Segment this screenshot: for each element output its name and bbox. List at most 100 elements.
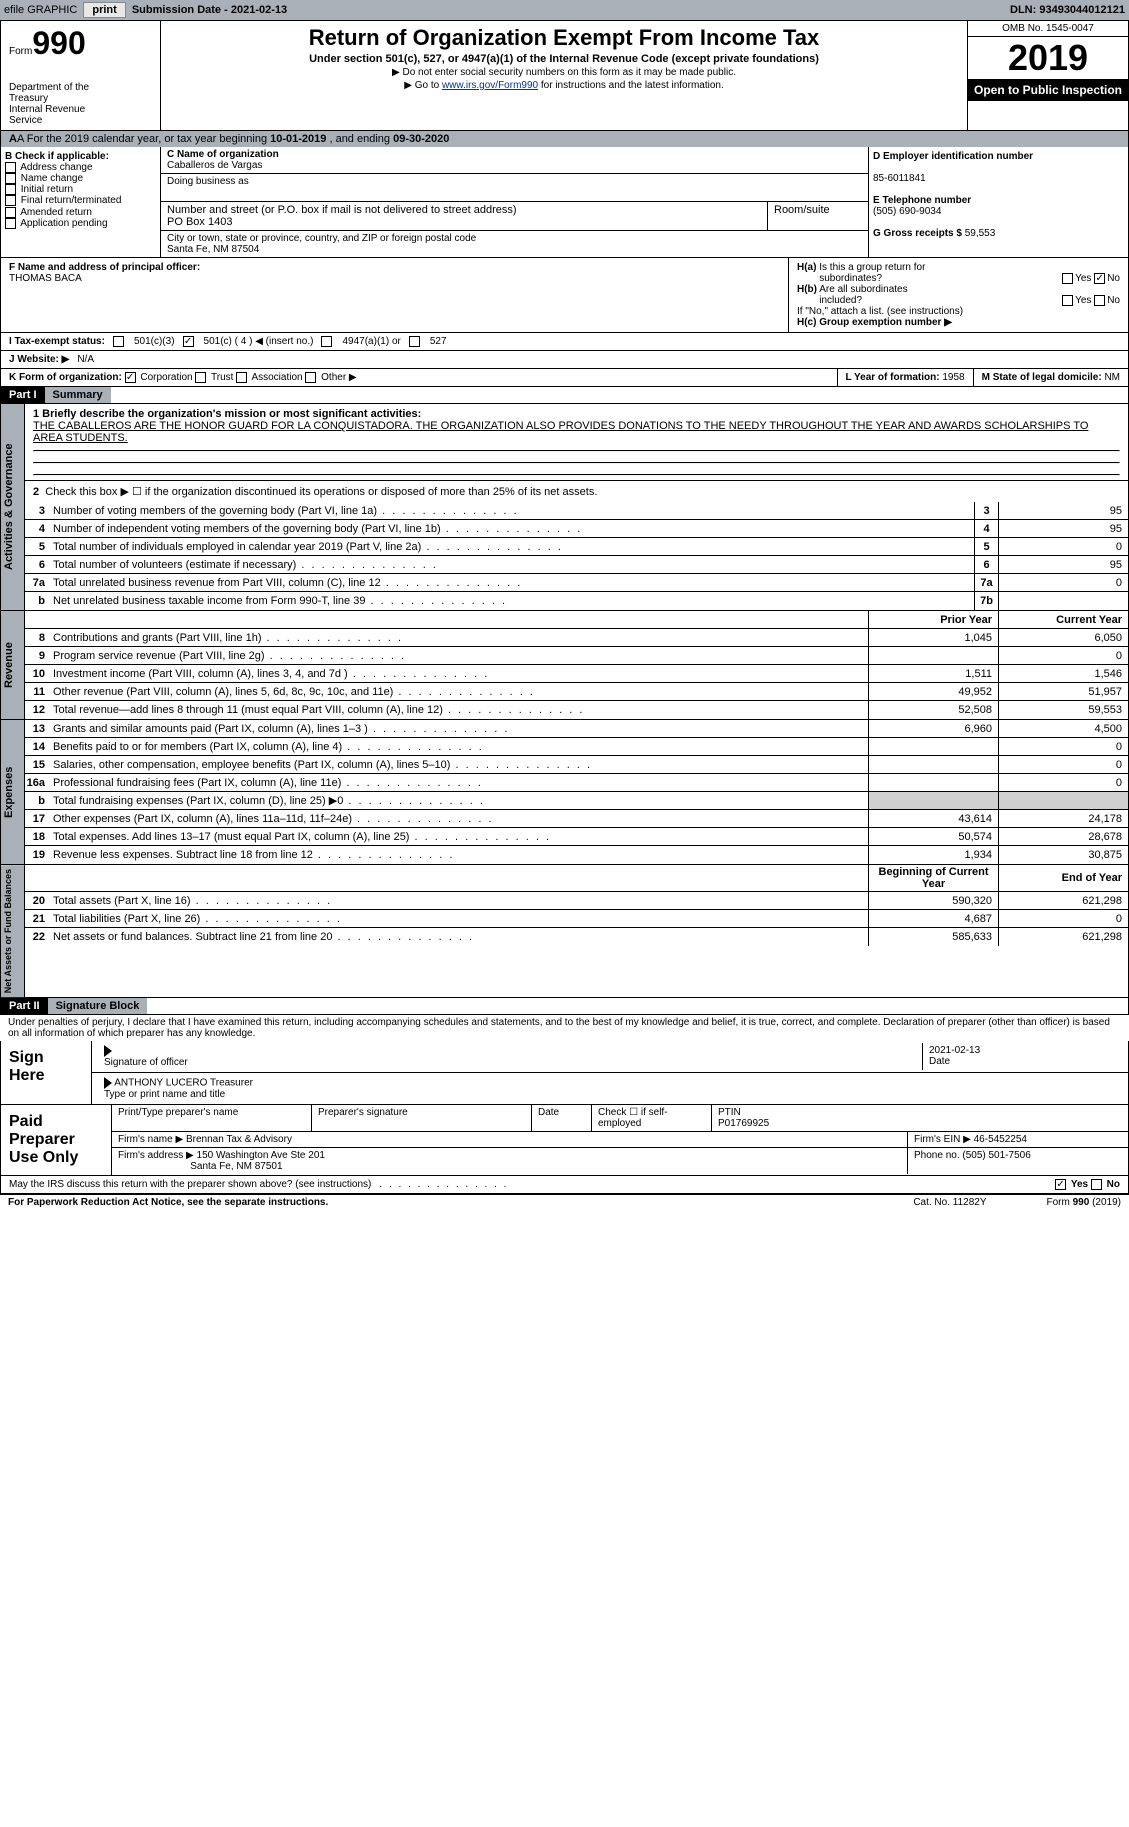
- preparer-label: Paid Preparer Use Only: [1, 1105, 111, 1175]
- section-i: I Tax-exempt status: 501(c)(3) 501(c) ( …: [0, 333, 1129, 351]
- section-k-l-m: K Form of organization: Corporation Trus…: [0, 369, 1129, 387]
- officer-name-title: ANTHONY LUCERO Treasurer: [114, 1078, 253, 1089]
- line-text: Total assets (Part X, line 16): [49, 894, 868, 908]
- section-f-h: F Name and address of principal officer:…: [0, 258, 1129, 333]
- line-text: Total number of volunteers (estimate if …: [49, 558, 974, 572]
- open-inspection: Open to Public Inspection: [968, 79, 1128, 101]
- line-text: Total liabilities (Part X, line 26): [49, 912, 868, 926]
- prior-value: 590,320: [868, 892, 998, 909]
- ein-value: 85-6011841: [873, 173, 926, 184]
- line-text: Total fundraising expenses (Part IX, col…: [49, 793, 868, 808]
- gross-receipts: 59,553: [965, 228, 996, 239]
- submission-label: Submission Date - 2021-02-13: [132, 4, 287, 16]
- checkbox[interactable]: [5, 184, 16, 195]
- prior-value: 6,960: [868, 720, 998, 737]
- line-text: Revenue less expenses. Subtract line 18 …: [49, 848, 868, 862]
- current-value: 0: [998, 738, 1128, 755]
- sign-here-label: Sign Here: [1, 1041, 91, 1104]
- vtab-governance: Activities & Governance: [1, 404, 25, 610]
- topbar: efile GRAPHIC print Submission Date - 20…: [0, 0, 1129, 20]
- officer-name: THOMAS BACA: [9, 273, 82, 284]
- col-end: End of Year: [998, 865, 1128, 891]
- line-2: Check this box ▶ ☐ if the organization d…: [45, 486, 597, 498]
- part-1-header: Part ISummary: [0, 387, 1129, 404]
- sign-block: Sign Here Signature of officer 2021-02-1…: [0, 1041, 1129, 1105]
- line-text: Other expenses (Part IX, column (A), lin…: [49, 812, 868, 826]
- prior-value: [868, 774, 998, 791]
- line-text: Number of independent voting members of …: [49, 522, 974, 536]
- form-subtitle: Under section 501(c), 527, or 4947(a)(1)…: [169, 53, 959, 65]
- line-text: Investment income (Part VIII, column (A)…: [49, 667, 868, 681]
- omb-number: OMB No. 1545-0047: [968, 21, 1128, 37]
- note-2: ▶ Go to www.irs.gov/Form990 for instruct…: [169, 80, 959, 91]
- current-value: 1,546: [998, 665, 1128, 682]
- form-number: 990: [32, 25, 85, 61]
- line-text: Professional fundraising fees (Part IX, …: [49, 776, 868, 790]
- line-value: 95: [998, 502, 1128, 519]
- current-value: 30,875: [998, 846, 1128, 864]
- line-text: Program service revenue (Part VIII, line…: [49, 649, 868, 663]
- part-2-header: Part IISignature Block: [0, 998, 1129, 1015]
- summary-table: Activities & Governance 1 Briefly descri…: [0, 404, 1129, 611]
- efile-label: efile GRAPHIC: [4, 4, 77, 16]
- dept-label: Department of theTreasuryInternal Revenu…: [9, 82, 152, 126]
- current-value: 6,050: [998, 629, 1128, 646]
- current-value: 0: [998, 756, 1128, 773]
- line-text: Net assets or fund balances. Subtract li…: [49, 930, 868, 944]
- irs-link[interactable]: www.irs.gov/Form990: [442, 80, 538, 91]
- current-value: 59,553: [998, 701, 1128, 719]
- checkbox[interactable]: [5, 162, 16, 173]
- netassets-table: Net Assets or Fund Balances Beginning of…: [0, 865, 1129, 998]
- current-value: 621,298: [998, 928, 1128, 946]
- vtab-expenses: Expenses: [1, 720, 25, 864]
- section-d-e-g: D Employer identification number 85-6011…: [868, 147, 1128, 257]
- firm-ein: 46-5452254: [974, 1134, 1027, 1145]
- footer-mid: Cat. No. 11282Y: [913, 1197, 986, 1208]
- checkbox[interactable]: [5, 173, 16, 184]
- ptin: P01769925: [718, 1118, 769, 1129]
- line-value: [998, 592, 1128, 610]
- prior-value: 585,633: [868, 928, 998, 946]
- prior-value: [868, 647, 998, 664]
- form-title: Return of Organization Exempt From Incom…: [169, 25, 959, 51]
- line-text: Salaries, other compensation, employee b…: [49, 758, 868, 772]
- line-text: Total expenses. Add lines 13–17 (must eq…: [49, 830, 868, 844]
- prior-value: 49,952: [868, 683, 998, 700]
- prior-value: [868, 756, 998, 773]
- footer: For Paperwork Reduction Act Notice, see …: [0, 1194, 1129, 1210]
- col-begin: Beginning of Current Year: [868, 865, 998, 891]
- firm-addr: 150 Washington Ave Ste 201: [197, 1150, 325, 1161]
- firm-name: Brennan Tax & Advisory: [186, 1134, 292, 1145]
- section-b: B Check if applicable: Address change Na…: [1, 147, 161, 257]
- checkbox[interactable]: [5, 218, 16, 229]
- prior-value: 1,045: [868, 629, 998, 646]
- checkbox[interactable]: [5, 207, 16, 218]
- discuss-row: May the IRS discuss this return with the…: [0, 1176, 1129, 1194]
- arrow-icon: [104, 1077, 112, 1089]
- form-prefix: Form: [9, 46, 32, 57]
- checkbox[interactable]: [5, 195, 16, 206]
- line-text: Number of voting members of the governin…: [49, 504, 974, 518]
- line-value: 95: [998, 556, 1128, 573]
- vtab-revenue: Revenue: [1, 611, 25, 719]
- prior-value: 1,934: [868, 846, 998, 864]
- period-row: AA For the 2019 calendar year, or tax ye…: [0, 131, 1129, 147]
- tax-year: 2019: [968, 37, 1128, 79]
- current-value: 51,957: [998, 683, 1128, 700]
- current-value: 0: [998, 910, 1128, 927]
- arrow-icon: [104, 1045, 112, 1057]
- prior-value: 4,687: [868, 910, 998, 927]
- line-text: Other revenue (Part VIII, column (A), li…: [49, 685, 868, 699]
- section-b-h: B Check if applicable: Address change Na…: [0, 147, 1129, 258]
- prior-value: 52,508: [868, 701, 998, 719]
- line-value: 0: [998, 538, 1128, 555]
- print-button[interactable]: print: [83, 2, 125, 18]
- dln-label: DLN: 93493044012121: [1010, 4, 1125, 16]
- line-text: Contributions and grants (Part VIII, lin…: [49, 631, 868, 645]
- current-value: 24,178: [998, 810, 1128, 827]
- declaration: Under penalties of perjury, I declare th…: [0, 1015, 1129, 1041]
- section-c: C Name of organizationCaballeros de Varg…: [161, 147, 868, 257]
- section-j: J Website: ▶ N/A: [0, 351, 1129, 369]
- expenses-table: Expenses 13 Grants and similar amounts p…: [0, 720, 1129, 865]
- prior-value: [868, 738, 998, 755]
